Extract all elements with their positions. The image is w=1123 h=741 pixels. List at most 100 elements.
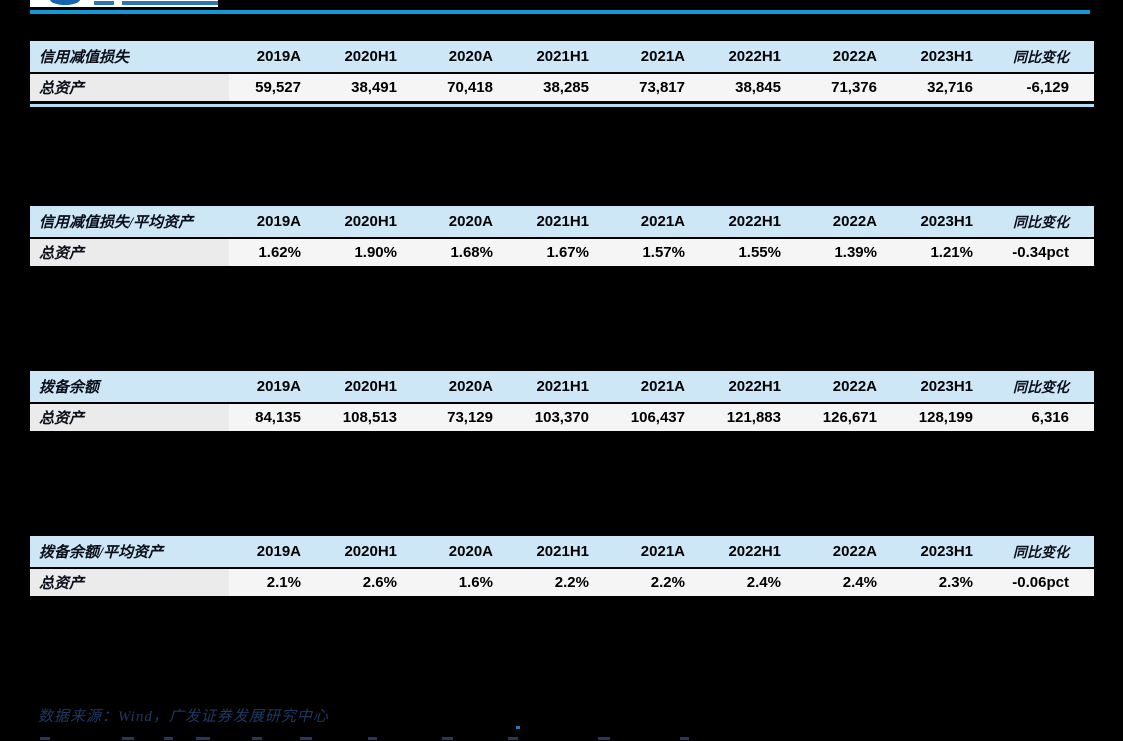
cell-value: 70,418 (447, 79, 493, 96)
column-header: 2022H1 (728, 378, 781, 395)
table-row: 总资产 2.1% 2.6% 1.6% 2.2% 2.2% 2.4% 2.4% 2… (30, 569, 1094, 599)
cell-value: 1.6% (458, 574, 493, 591)
cell-value: -0.34pct (1012, 244, 1069, 261)
column-header: 2020H1 (344, 213, 397, 230)
column-header: 2022A (832, 378, 877, 395)
cell-value: 2.1% (266, 574, 301, 591)
gf-securities-logo-clipped (30, 0, 218, 7)
cell-value: 2.4% (746, 574, 781, 591)
column-header: 2022H1 (728, 213, 781, 230)
column-header: 2022H1 (728, 48, 781, 65)
column-header: 2019A (256, 378, 301, 395)
cell-value: 71,376 (831, 79, 877, 96)
column-header: 2022A (832, 213, 877, 230)
cell-value: 38,845 (735, 79, 781, 96)
column-header: 2020H1 (344, 378, 397, 395)
table-header-row: 拨备余额/平均资产 2019A 2020H1 2020A 2021H1 2021… (30, 536, 1094, 569)
cell-value: 84,135 (255, 409, 301, 426)
cell-value: 128,199 (918, 409, 973, 426)
column-header: 2020A (448, 213, 493, 230)
column-header: 2020A (448, 378, 493, 395)
column-header: 2020A (448, 543, 493, 560)
cell-value: 1.90% (354, 244, 397, 261)
cell-value: 1.57% (642, 244, 685, 261)
column-header-yoy-change: 同比变化 (1013, 545, 1069, 561)
row-label: 总资产 (30, 239, 229, 266)
column-header: 2022H1 (728, 543, 781, 560)
cell-value: 2.2% (650, 574, 685, 591)
cell-value: 2.3% (938, 574, 973, 591)
column-header: 2021H1 (536, 213, 589, 230)
column-header: 2020H1 (344, 543, 397, 560)
table-bottom-accent (30, 104, 1094, 107)
cell-value: 108,513 (342, 409, 397, 426)
header-divider-rule (30, 10, 1090, 14)
cell-value: 6,316 (1031, 409, 1069, 426)
column-header: 2023H1 (920, 378, 973, 395)
column-header: 2021H1 (536, 378, 589, 395)
column-header-yoy-change: 同比变化 (1013, 380, 1069, 396)
table-header-row: 信用减值损失 2019A 2020H1 2020A 2021H1 2021A 2… (30, 41, 1094, 74)
cell-value: 1.55% (738, 244, 781, 261)
cell-value: 2.6% (362, 574, 397, 591)
table-row: 总资产 1.62% 1.90% 1.68% 1.67% 1.57% 1.55% … (30, 239, 1094, 269)
table-credit-impairment-loss: 信用减值损失 2019A 2020H1 2020A 2021H1 2021A 2… (30, 41, 1094, 107)
column-header: 2021A (640, 213, 685, 230)
data-source-note: 数据来源：Wind，广发证券发展研究中心 (38, 709, 329, 725)
column-header-yoy-change: 同比变化 (1013, 215, 1069, 231)
table-title: 拨备余额 (39, 380, 100, 396)
cell-value: 126,671 (822, 409, 877, 426)
cell-value: 121,883 (726, 409, 781, 426)
cell-value: 1.21% (930, 244, 973, 261)
column-header: 2021H1 (536, 48, 589, 65)
cell-value: 106,437 (630, 409, 685, 426)
cell-value: 32,716 (927, 79, 973, 96)
table-title: 信用减值损失 (39, 50, 130, 66)
table-provision-balance-avg-assets: 拨备余额/平均资产 2019A 2020H1 2020A 2021H1 2021… (30, 536, 1094, 599)
column-header: 2020A (448, 48, 493, 65)
table-title: 拨备余额/平均资产 (39, 545, 164, 561)
row-label: 总资产 (30, 404, 229, 431)
cell-value: -0.06pct (1012, 574, 1069, 591)
column-header: 2021A (640, 378, 685, 395)
cell-value: 38,285 (543, 79, 589, 96)
logo-text-fragment (94, 1, 114, 5)
column-header: 2019A (256, 543, 301, 560)
table-provision-balance: 拨备余额 2019A 2020H1 2020A 2021H1 2021A 202… (30, 371, 1094, 434)
cell-value: 2.4% (842, 574, 877, 591)
column-header: 2019A (256, 213, 301, 230)
cell-value: -6,129 (1026, 79, 1069, 96)
gf-logo-mark-icon (50, 0, 80, 5)
table-header-row: 拨备余额 2019A 2020H1 2020A 2021H1 2021A 202… (30, 371, 1094, 404)
table-row: 总资产 59,527 38,491 70,418 38,285 73,817 3… (30, 74, 1094, 104)
cell-value: 2.2% (554, 574, 589, 591)
table-header-row: 信用减值损失/平均资产 2019A 2020H1 2020A 2021H1 20… (30, 206, 1094, 239)
cell-value: 73,817 (639, 79, 685, 96)
column-header: 2022A (832, 48, 877, 65)
cell-value: 1.67% (546, 244, 589, 261)
cell-value: 1.39% (834, 244, 877, 261)
cell-value: 103,370 (534, 409, 589, 426)
table-credit-impairment-loss-avg-assets: 信用减值损失/平均资产 2019A 2020H1 2020A 2021H1 20… (30, 206, 1094, 269)
row-label: 总资产 (30, 569, 229, 596)
cell-value: 73,129 (447, 409, 493, 426)
cell-value: 1.62% (258, 244, 301, 261)
column-header: 2023H1 (920, 48, 973, 65)
cell-value: 1.68% (450, 244, 493, 261)
column-header: 2021A (640, 48, 685, 65)
column-header: 2023H1 (920, 543, 973, 560)
column-header: 2021A (640, 543, 685, 560)
table-title: 信用减值损失/平均资产 (39, 215, 194, 231)
cell-value: 59,527 (255, 79, 301, 96)
column-header: 2021H1 (536, 543, 589, 560)
column-header: 2019A (256, 48, 301, 65)
column-header: 2020H1 (344, 48, 397, 65)
row-label: 总资产 (30, 74, 229, 101)
column-header: 2022A (832, 543, 877, 560)
column-header: 2023H1 (920, 213, 973, 230)
table-row: 总资产 84,135 108,513 73,129 103,370 106,43… (30, 404, 1094, 434)
column-header-yoy-change: 同比变化 (1013, 50, 1069, 66)
logo-text-fragment (122, 1, 218, 5)
cell-value: 38,491 (351, 79, 397, 96)
